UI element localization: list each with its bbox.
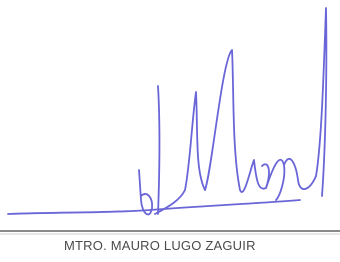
signature-stroke (205, 50, 269, 192)
signer-name: MTRO. MAURO LUGO ZAGUIR (64, 238, 256, 253)
signature-stroke (316, 8, 326, 196)
signature-stroke (139, 170, 152, 214)
signature-stroke (158, 86, 160, 214)
signature-stroke (155, 92, 205, 214)
signature-drawing (0, 0, 340, 262)
signature-strokes (8, 8, 326, 214)
signature-block: MTRO. MAURO LUGO ZAGUIR (0, 0, 340, 262)
signature-underline-stroke (8, 200, 300, 214)
signature-stroke (266, 159, 316, 200)
